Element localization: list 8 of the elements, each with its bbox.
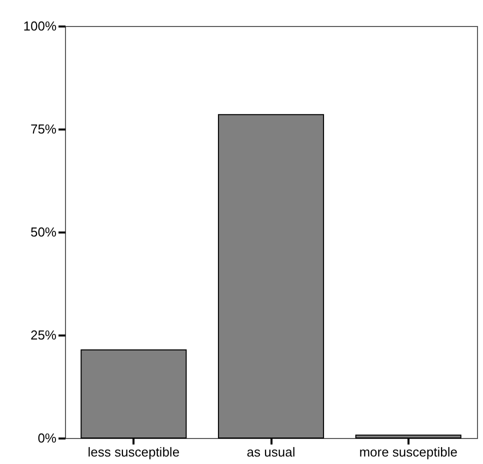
y-tick-label: 0% xyxy=(38,430,57,446)
y-tick-label: 75% xyxy=(30,122,57,136)
y-tick-label: 25% xyxy=(30,328,57,342)
x-tick-label: less susceptible xyxy=(88,444,180,460)
y-tick-label: 50% xyxy=(30,224,57,240)
x-tick-label: more susceptible xyxy=(359,444,458,460)
x-tick-label: as usual xyxy=(246,444,296,460)
y-tick-label: 100% xyxy=(23,18,57,34)
